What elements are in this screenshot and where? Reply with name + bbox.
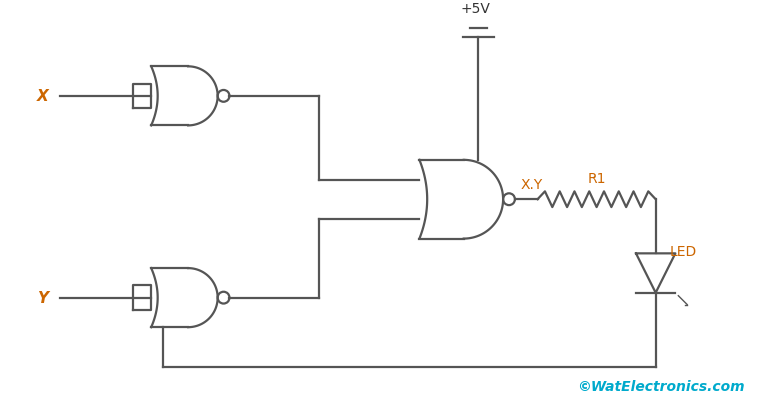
Text: Y: Y: [38, 290, 48, 306]
Text: X: X: [37, 89, 48, 104]
Text: +5V: +5V: [461, 2, 491, 16]
Text: X.Y: X.Y: [521, 178, 543, 192]
Text: ©WatElectronics.com: ©WatElectronics.com: [577, 379, 744, 393]
Text: R1: R1: [588, 172, 606, 186]
Text: LED: LED: [670, 245, 697, 259]
